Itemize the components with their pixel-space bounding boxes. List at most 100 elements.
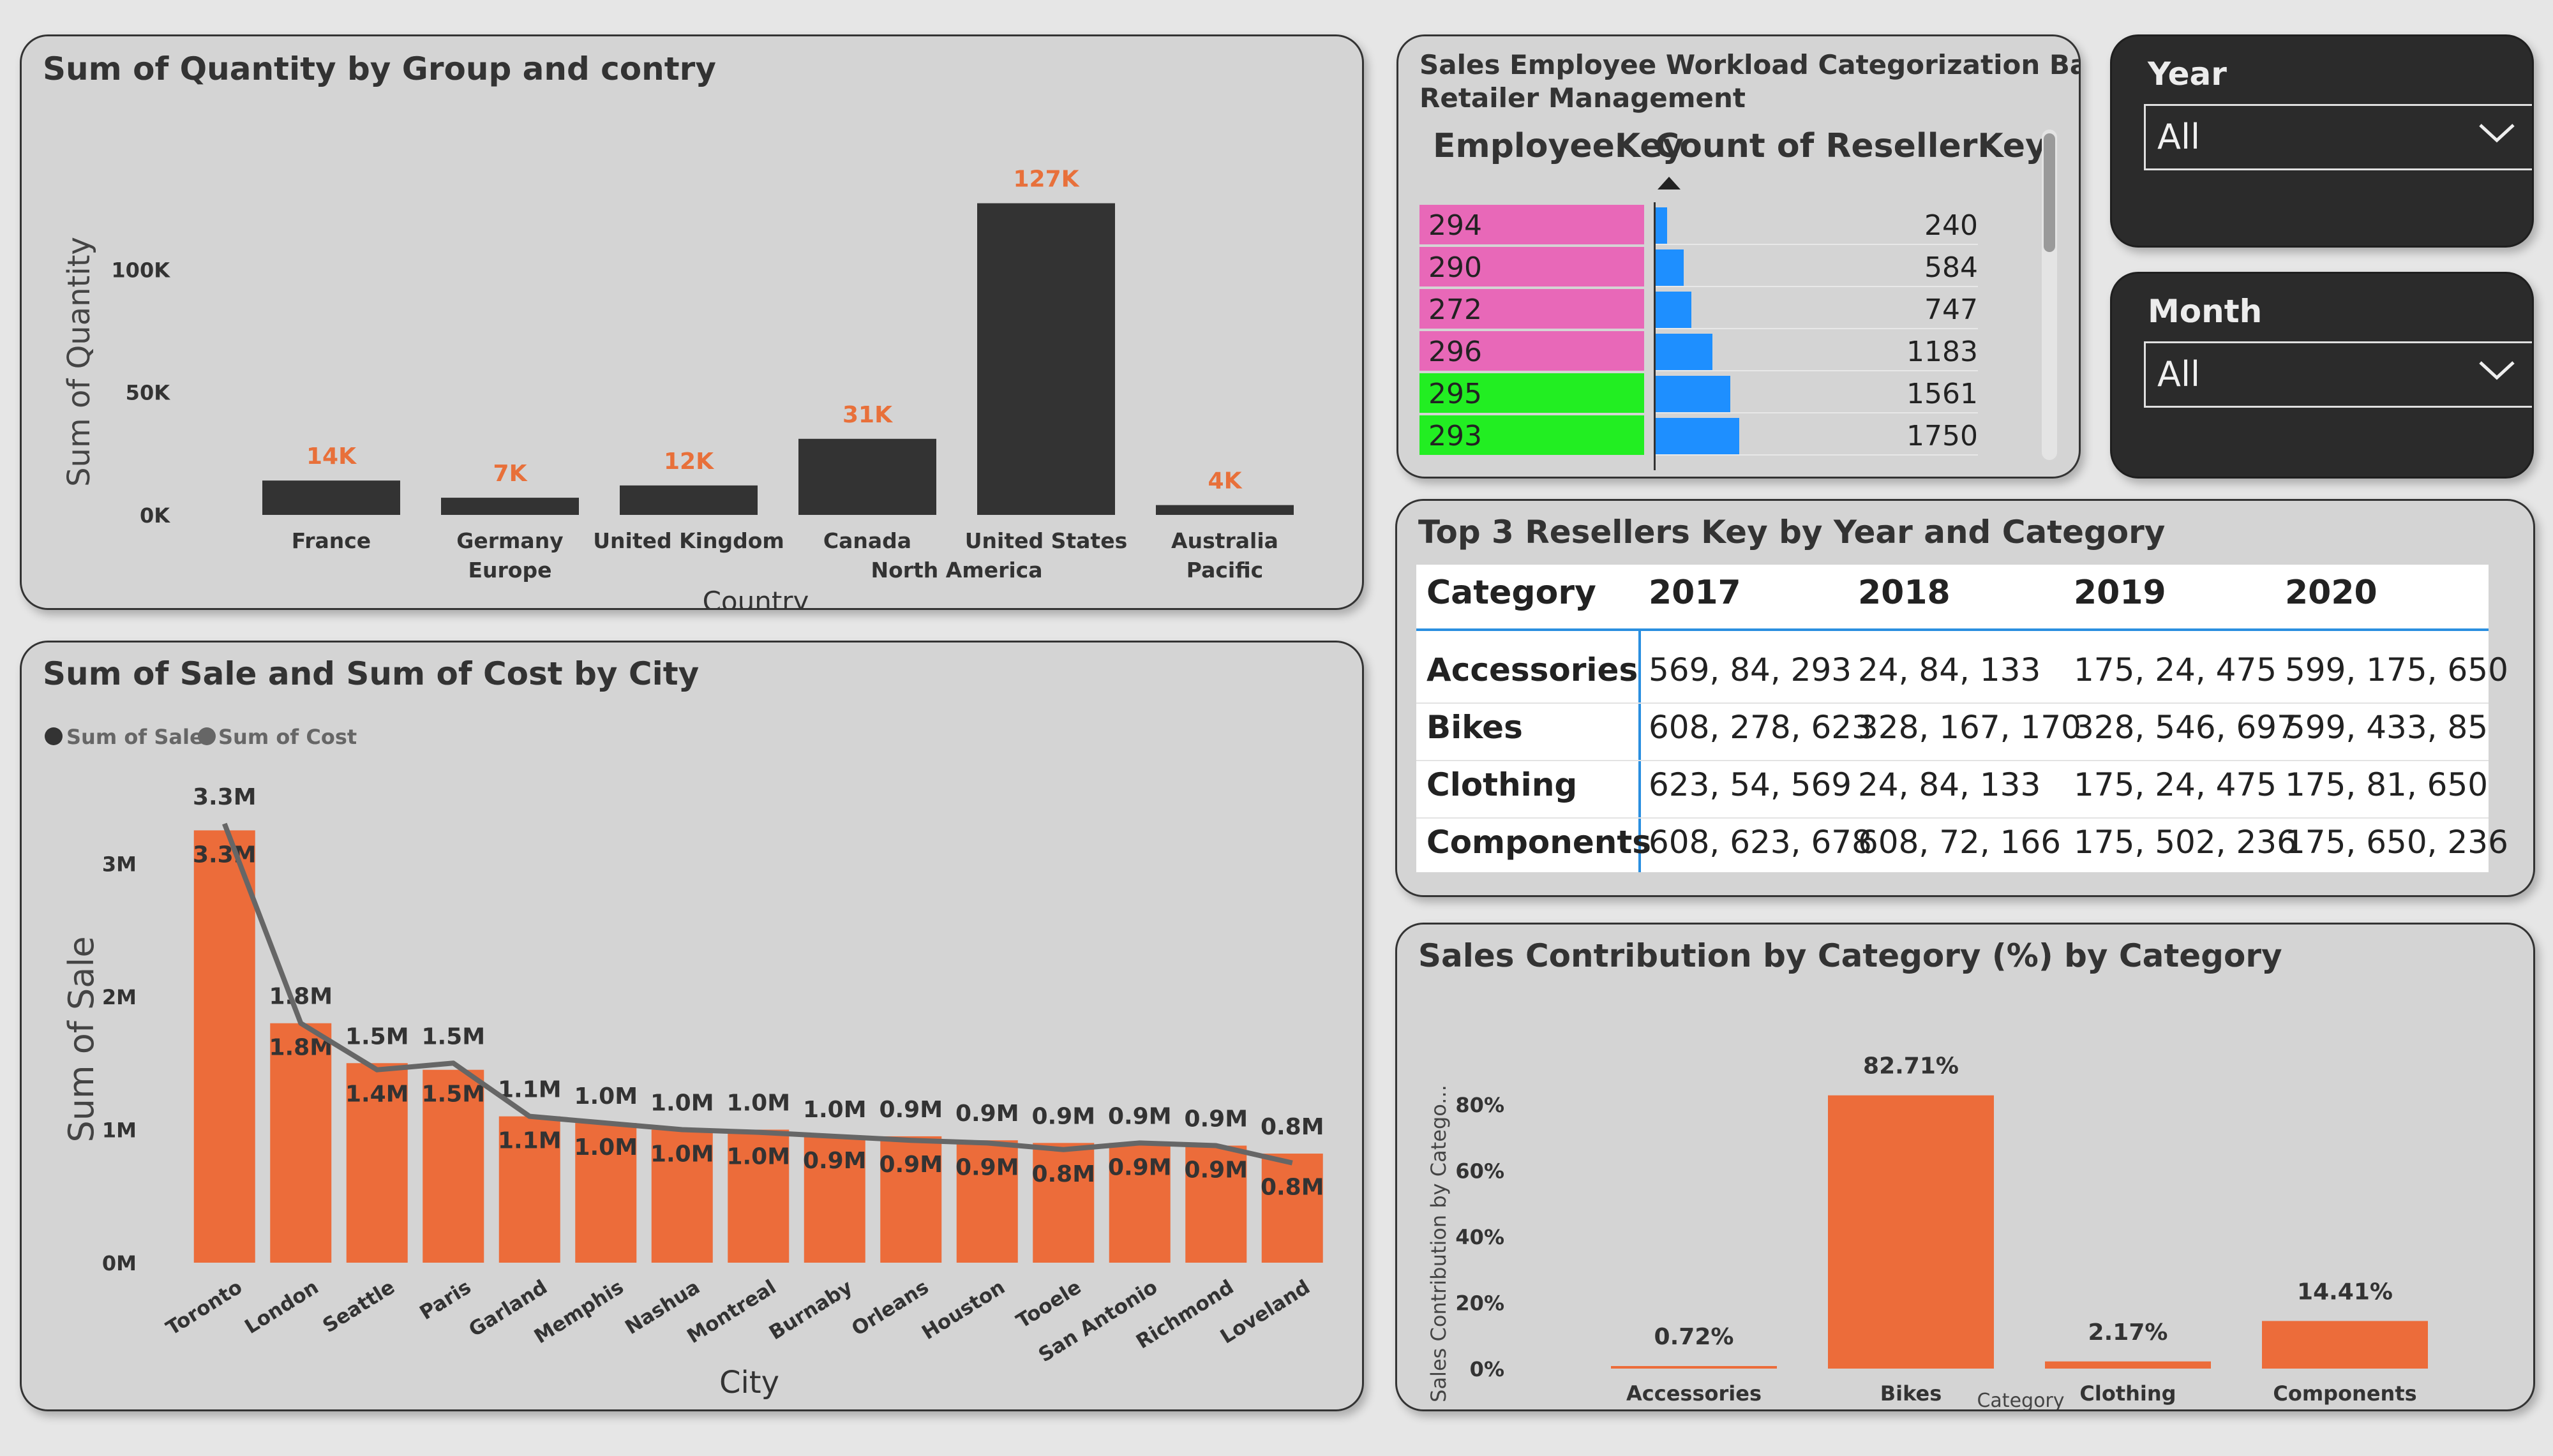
x-tick-label: United States: [965, 528, 1127, 553]
sale-bar: [1185, 1145, 1247, 1263]
y-tick-label: 0%: [1470, 1357, 1504, 1381]
matrix-column-header[interactable]: 2017: [1649, 574, 1741, 612]
sale-bar: [804, 1136, 865, 1263]
count-value-cell: 747: [1924, 293, 1978, 326]
x-tick-label: Paris: [416, 1275, 475, 1325]
sale-data-label: 0.9M: [1108, 1103, 1172, 1129]
matrix-cell: 175, 502, 236: [2074, 824, 2297, 861]
quantity-chart-panel: Sum of Quantity by Group and contry 100K…: [20, 34, 1364, 610]
workload-table-row[interactable]: 272 747: [1419, 289, 1978, 329]
sale-data-label: 1.8M: [269, 984, 333, 1010]
header-divider: [1416, 628, 2489, 631]
matrix-cell: 175, 81, 650: [2285, 766, 2489, 803]
sale-bar: [270, 1023, 332, 1263]
y-tick-label: 0K: [140, 503, 170, 528]
bar-data-label: 31K: [842, 402, 893, 428]
sale-bar: [728, 1129, 790, 1263]
matrix-row-header: Bikes: [1426, 709, 1523, 746]
workload-table-row[interactable]: 296 1183: [1419, 331, 1978, 371]
y-axis-title: Sum of Quantity: [61, 237, 97, 487]
y-axis-title: Sum of Sale: [61, 936, 101, 1142]
y-tick-label: 0M: [102, 1251, 137, 1275]
row-divider: [1416, 760, 2489, 761]
count-value-cell: 1750: [1906, 420, 1978, 452]
workload-scrollbar-thumb[interactable]: [2044, 133, 2055, 252]
y-tick-label: 80%: [1455, 1093, 1504, 1117]
row-divider: [1656, 412, 1978, 413]
workload-table-row[interactable]: 294 240: [1419, 205, 1978, 245]
bar-data-label: 127K: [1013, 167, 1079, 193]
category-divider: [1638, 628, 1641, 872]
count-value-cell: 1561: [1906, 378, 1978, 410]
row-divider: [1656, 244, 1978, 245]
y-axis-title: Sales Contribution by Catego...: [1426, 1085, 1451, 1402]
bar-axis-line: [1654, 202, 1656, 470]
quantity-bar-chart: 100K 50K 0K Sum of Quantity 14K France 7K Germa…: [61, 167, 1294, 608]
bar-data-label: 4K: [1208, 468, 1243, 494]
matrix-cell: 328, 167, 170: [1858, 709, 2081, 746]
bar-data-label: 0.72%: [1654, 1324, 1734, 1350]
bar-data-label: 2.17%: [2088, 1319, 2168, 1346]
top-resellers-matrix: Category 2017 2018 2019 2020 Accessories 569, …: [1416, 565, 2508, 872]
year-dropdown-value: All: [2157, 117, 2200, 157]
y-tick-label: 60%: [1455, 1159, 1504, 1183]
cost-data-label: 3.3M: [193, 842, 257, 868]
matrix-cell: 569, 84, 293: [1649, 651, 1852, 688]
month-slicer: Month All: [2110, 272, 2534, 479]
y-tick-label: 50K: [126, 381, 171, 405]
x-tick-label: Bikes: [1880, 1381, 1942, 1406]
bar-data-label: 14K: [306, 443, 357, 470]
matrix-cell: 599, 433, 85: [2285, 709, 2489, 746]
top-resellers-panel: Top 3 Resellers Key by Year and Category…: [1395, 499, 2535, 897]
sale-bar: [880, 1136, 942, 1263]
matrix-cell: 24, 84, 133: [1858, 766, 2041, 803]
cost-data-label: 0.9M: [1184, 1157, 1248, 1184]
cost-data-label: 1.0M: [574, 1134, 638, 1161]
count-value-cell: 584: [1924, 251, 1978, 284]
matrix-column-header[interactable]: Category: [1426, 574, 1596, 612]
sort-ascending-icon[interactable]: [1656, 175, 1682, 191]
x-tick-label: Toronto: [162, 1275, 246, 1340]
row-divider: [1656, 370, 1978, 371]
group-label: North America: [871, 558, 1042, 583]
contribution-chart-panel: Sales Contribution by Category (%) by Ca…: [1395, 923, 2535, 1411]
sale-data-label: 0.8M: [1261, 1114, 1324, 1140]
quantity-bar: [620, 485, 758, 515]
month-dropdown[interactable]: All: [2144, 341, 2532, 408]
count-data-bar: [1656, 376, 1730, 413]
workload-table-row[interactable]: 290 584: [1419, 247, 1978, 287]
y-tick-label: 1M: [102, 1118, 137, 1143]
sale-data-label: 0.9M: [955, 1101, 1019, 1127]
sale-data-label: 0.9M: [879, 1097, 943, 1123]
sale-data-label: 0.9M: [1184, 1106, 1248, 1133]
sale-cost-chart-panel: Sum of Sale and Sum of Cost by City Sum …: [20, 641, 1364, 1411]
workload-table-row[interactable]: 293 1750: [1419, 415, 1978, 456]
x-tick-label: France: [292, 528, 371, 553]
matrix-row-header: Components: [1426, 824, 1652, 861]
x-tick-label: Clothing: [2079, 1381, 2176, 1406]
group-label: Europe: [468, 558, 552, 583]
row-divider: [1416, 702, 2489, 704]
sale-bar: [651, 1129, 713, 1263]
chevron-down-icon: [2479, 361, 2515, 380]
quantity-bar: [441, 498, 579, 515]
employee-key-header[interactable]: EmployeeKey: [1433, 127, 1684, 165]
matrix-column-header[interactable]: 2019: [2074, 574, 2166, 612]
matrix-cell: 608, 72, 166: [1858, 824, 2062, 861]
matrix-cell: 175, 650, 236: [2285, 824, 2508, 861]
row-divider: [1656, 286, 1978, 287]
count-reseller-header[interactable]: Count of ResellerKey: [1655, 127, 2047, 165]
year-dropdown[interactable]: All: [2144, 104, 2532, 170]
count-data-bar: [1656, 207, 1667, 244]
y-tick-label: 100K: [111, 258, 170, 282]
sale-bar: [1261, 1154, 1323, 1263]
cost-line: [222, 822, 1293, 1166]
matrix-column-header[interactable]: 2020: [2285, 574, 2377, 612]
matrix-column-header[interactable]: 2018: [1858, 574, 1950, 612]
workload-scrollbar[interactable]: [2042, 130, 2057, 460]
x-tick-label: Seattle: [318, 1275, 399, 1337]
workload-table-row[interactable]: 295 1561: [1419, 373, 1978, 413]
y-tick-label: 40%: [1455, 1225, 1504, 1249]
sale-bar: [575, 1123, 637, 1263]
employee-key-cell: 290: [1419, 247, 1644, 286]
